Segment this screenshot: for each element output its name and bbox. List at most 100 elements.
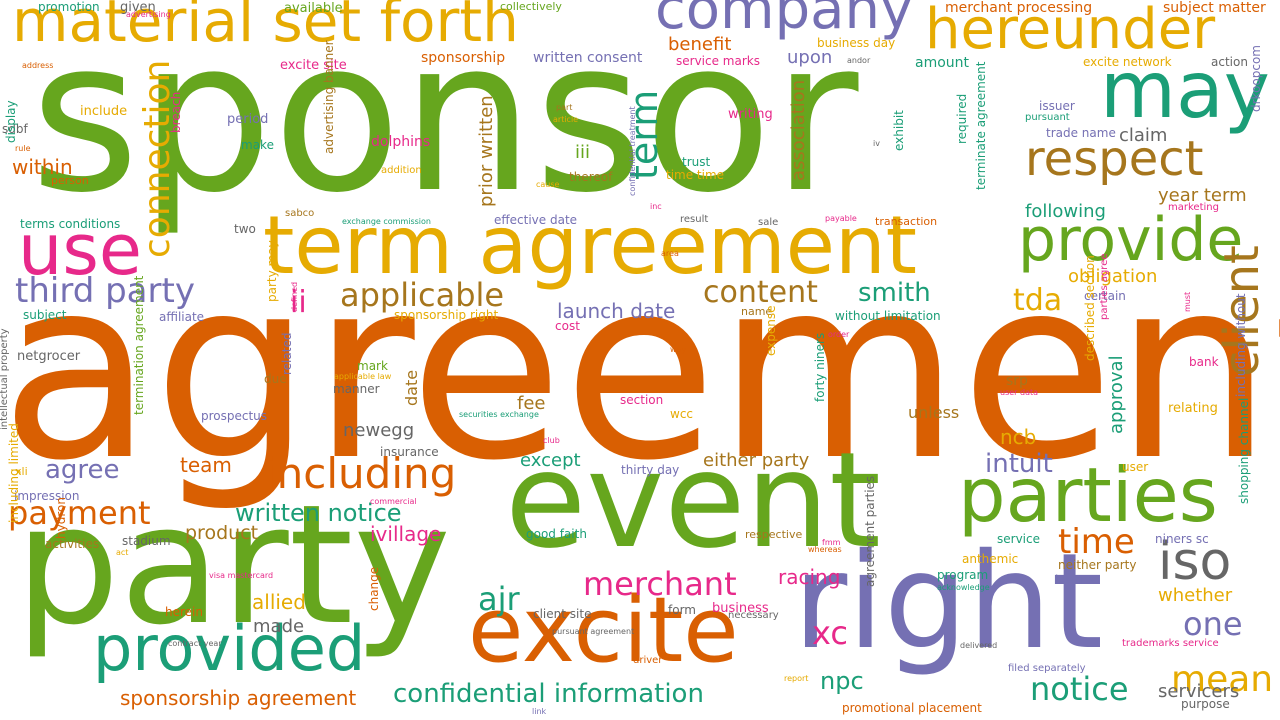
cloud-word-whereas: whereas (808, 545, 842, 554)
cloud-word-trust: trust (682, 155, 711, 169)
cloud-word-parties: parties (958, 451, 1218, 539)
cloud-word-iso: iso (1158, 532, 1232, 592)
cloud-word-affiliate: affiliate (159, 310, 205, 324)
cloud-word-service: service (997, 532, 1040, 546)
cloud-word-obligation: obligation (1068, 266, 1158, 287)
cloud-word-ii: ii (290, 285, 307, 320)
cloud-word-thereof: thereof (569, 170, 613, 184)
cloud-word-transaction: transaction (875, 215, 938, 228)
cloud-word-trademarks-service: trademarks service (1122, 638, 1219, 649)
cloud-word-area: area (661, 249, 679, 258)
cloud-word-team: team (180, 453, 232, 477)
cloud-word-change: change (367, 566, 381, 611)
cloud-word-either-party: either party (703, 450, 810, 471)
cloud-word-club: club (543, 436, 560, 445)
cloud-word-agree: agree (45, 455, 120, 485)
cloud-word-mark: mark (357, 359, 388, 373)
cloud-word-date: date (402, 369, 421, 406)
cloud-word-anthemic: anthemic (962, 552, 1019, 566)
cloud-word-smith: smith (858, 278, 931, 308)
cloud-word-niners-sc: niners sc (1155, 532, 1209, 546)
cloud-word-without-limitation: without limitation (835, 309, 941, 323)
cloud-word-andor: andor (847, 56, 871, 65)
cloud-word-agreement: agreement (0, 224, 1280, 515)
cloud-word-described-section: described section (1083, 255, 1097, 361)
cloud-word-allied: allied (252, 590, 306, 614)
cloud-word-business-day: business day (817, 36, 896, 50)
cloud-word-filed-separately: filed separately (1008, 663, 1086, 674)
cloud-word-defined: defined (290, 281, 299, 312)
cloud-word-prospectus: prospectus (201, 409, 268, 423)
cloud-word-whether: whether (1158, 585, 1233, 606)
cloud-word-claim: claim (1119, 125, 1168, 146)
cloud-word-breach: breach (169, 91, 183, 133)
cloud-word-related: related (280, 332, 294, 375)
cloud-word-sdbf: sdbf (2, 122, 28, 136)
cloud-word-subject: subject (23, 308, 67, 322)
cloud-word-dolphins: dolphins (371, 134, 431, 150)
cloud-word-advertising-banner: advertising banner (322, 40, 336, 154)
cloud-word-name: name (741, 305, 773, 318)
cloud-word-way: way (670, 345, 687, 354)
cloud-word-excite: excite (468, 578, 739, 683)
cloud-word-written-notice: written notice (235, 499, 402, 527)
cloud-word-racing: racing (778, 565, 841, 589)
cloud-word-program: program (937, 568, 989, 582)
cloud-word-service-marks: service marks (676, 54, 760, 68)
cloud-word-mean: mean (1171, 659, 1274, 700)
cloud-word-given: given (120, 0, 156, 15)
cloud-word-certain: certain (1084, 289, 1126, 303)
cloud-word-content: content (703, 275, 818, 310)
cloud-word-effective-date: effective date (494, 213, 578, 227)
cloud-word-prior-written: prior written (476, 95, 497, 207)
cloud-word-netgrocer: netgrocer (17, 349, 81, 364)
cloud-word-ncb: ncb (1000, 425, 1037, 449)
cloud-word-respect: respect (1025, 131, 1204, 187)
cloud-word-relating: relating (1168, 401, 1218, 416)
cloud-word-fee: fee (517, 393, 546, 414)
cloud-word-agreement-parties: agreement parties (863, 475, 877, 587)
cloud-word-intuit: intuit (985, 449, 1053, 479)
cloud-word-party: party (15, 469, 452, 661)
cloud-word-herein: herein (165, 605, 203, 619)
cloud-word-thirty-day: thirty day (621, 463, 680, 477)
cloud-word-expense: expense (764, 305, 778, 356)
cloud-word-include: include (80, 104, 128, 119)
cloud-word-term-agreement: term agreement (263, 199, 918, 292)
cloud-word-tda: tda (1013, 283, 1063, 318)
cloud-word-merchant-processing: merchant processing (945, 0, 1093, 16)
cloud-word-pursuant-agreement: pursuant agreement (552, 627, 635, 636)
cloud-word-promotion: promotion (38, 0, 100, 14)
cloud-word-payment: payment (8, 494, 151, 532)
cloud-word-impression: impression (14, 489, 80, 503)
cloud-word-writing: writing (728, 107, 773, 122)
cloud-word-third-party: third party (15, 271, 195, 311)
cloud-word-amount: amount (915, 55, 970, 71)
cloud-word-product: product (185, 522, 259, 544)
cloud-word-subject-matter: subject matter (1163, 0, 1266, 16)
cloud-word-wcc: wcc (670, 407, 694, 421)
cloud-word-client-site: client site (533, 607, 592, 621)
cloud-word-shopping-channel: shopping channel (1237, 397, 1251, 504)
cloud-word-acknowledge: acknowledge (937, 583, 990, 592)
cloud-word-xli: xli (15, 465, 28, 478)
cloud-word-approval: approval (1106, 355, 1127, 434)
cloud-word-ajr: ajr (478, 580, 520, 618)
cloud-word-connection: connection (137, 59, 178, 258)
cloud-word-respective: respective (745, 528, 803, 541)
cloud-word-unless: unless (908, 403, 960, 422)
cloud-word-user: user (1122, 460, 1149, 474)
cloud-word-bank: bank (1189, 355, 1219, 369)
cloud-word-including-limited: including limited (7, 423, 21, 523)
cloud-word-intellectual-property: intellectual property (0, 328, 10, 430)
cloud-word-time-time: time time (666, 168, 725, 182)
cloud-word-cost: cost (555, 319, 580, 333)
cloud-word-one: one (1183, 605, 1243, 643)
cloud-word-right: right (793, 525, 1104, 679)
cloud-word-advertising: advertising (126, 10, 171, 19)
cloud-word-manner: manner (333, 382, 380, 396)
cloud-word-report: report (784, 674, 809, 683)
cloud-word-npc: npc (820, 667, 864, 695)
cloud-word-sponsorship-right: sponsorship right (394, 308, 499, 322)
